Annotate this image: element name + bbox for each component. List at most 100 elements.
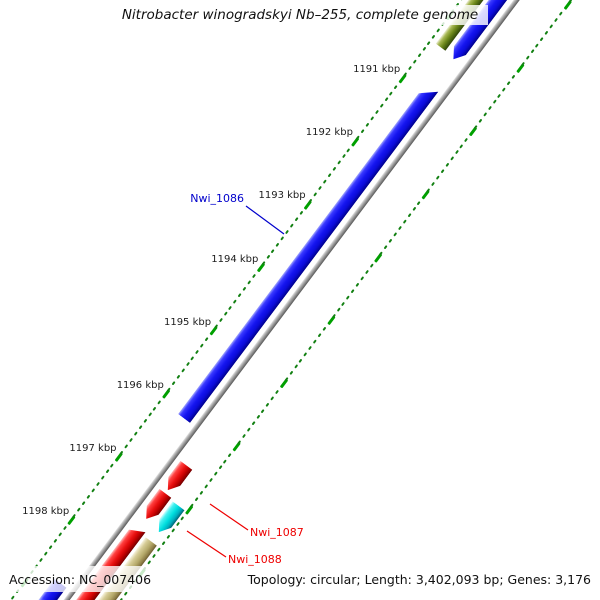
leader-line-nwi-1086 [245, 205, 285, 235]
minor-tick [247, 280, 252, 285]
minor-tick [265, 402, 270, 407]
minor-tick [497, 93, 502, 98]
minor-tick [331, 313, 336, 319]
minor-tick [251, 421, 256, 426]
ruler-label-1193-kbp: 1193 kbp [258, 190, 306, 202]
minor-tick [265, 254, 271, 260]
status-topology: Topology: circular; Length: 3,402,093 bp… [247, 571, 591, 587]
minor-tick [393, 84, 398, 90]
minor-tick [133, 431, 138, 437]
minor-tick [436, 27, 441, 33]
minor-tick [534, 42, 540, 48]
minor-tick [317, 332, 322, 338]
minor-tick [280, 235, 285, 241]
minor-tick [459, 143, 464, 149]
minor-tick [213, 471, 218, 477]
minor-tick [336, 307, 341, 313]
minor-tick [203, 484, 209, 489]
minor-tick [544, 30, 549, 35]
minor-tick [412, 59, 417, 65]
minor-tick [322, 179, 328, 184]
minor-tick [341, 301, 346, 307]
minor-tick [317, 185, 323, 191]
minor-tick [86, 494, 91, 500]
minor-tick [166, 387, 171, 392]
page-title: Nitrobacter winogradskyi Nb–255, complet… [111, 5, 489, 25]
minor-tick [151, 553, 157, 559]
minor-tick [274, 389, 280, 395]
minor-tick [303, 351, 308, 357]
minor-tick [355, 282, 360, 288]
minor-tick [81, 500, 86, 506]
minor-tick [403, 72, 408, 77]
minor-tick [157, 399, 162, 405]
status-bar: Accession: NC_007406 Topology: circular;… [0, 566, 600, 592]
minor-tick [506, 80, 511, 86]
minor-tick [417, 53, 422, 58]
minor-tick [48, 544, 53, 550]
minor-tick [194, 496, 199, 502]
minor-tick [416, 200, 422, 206]
minor-tick [492, 99, 497, 105]
minor-tick [156, 547, 161, 552]
minor-tick [237, 440, 242, 445]
minor-tick [180, 515, 185, 521]
minor-tick [284, 229, 290, 235]
gene-label-nwi-1087[interactable]: Nwi_1087 [250, 526, 304, 539]
ruler-label-1195-kbp: 1195 kbp [163, 316, 212, 328]
title-bar: Nitrobacter winogradskyi Nb–255, complet… [0, 4, 600, 25]
minor-tick [293, 364, 299, 370]
minor-tick [360, 128, 365, 134]
minor-tick [213, 324, 219, 329]
minor-tick [384, 97, 389, 102]
minor-tick [426, 40, 432, 46]
ruler-label-1197-kbp: 1197 kbp [69, 442, 117, 454]
minor-tick [170, 528, 176, 533]
minor-tick [72, 513, 77, 518]
minor-tick [383, 244, 388, 250]
minor-tick [39, 557, 44, 563]
status-accession: Accession: NC_007406 [9, 571, 152, 587]
gene-label-nwi-1086[interactable]: Nwi_1086 [190, 192, 244, 205]
minor-tick [359, 276, 365, 281]
minor-tick [478, 118, 483, 124]
minor-tick [440, 168, 445, 174]
minor-tick [289, 223, 294, 228]
minor-tick [539, 36, 544, 42]
minor-tick [228, 305, 233, 310]
minor-tick [175, 522, 180, 527]
minor-tick [105, 469, 110, 474]
minor-tick [289, 370, 294, 376]
minor-tick [152, 406, 157, 411]
minor-tick [275, 242, 280, 247]
minor-tick [138, 425, 143, 430]
minor-tick [312, 339, 318, 344]
minor-tick [332, 166, 337, 172]
ruler-label-1191-kbp: 1191 kbp [353, 64, 401, 76]
gene-label-nwi-1088[interactable]: Nwi_1088 [228, 553, 282, 566]
minor-tick [407, 213, 412, 218]
minor-tick [246, 427, 251, 433]
minor-tick [100, 475, 105, 481]
minor-tick [487, 105, 492, 111]
minor-tick [473, 124, 478, 130]
minor-tick [242, 286, 247, 292]
leader-line-nwi-1088 [186, 530, 227, 558]
minor-tick [525, 55, 530, 61]
minor-tick [91, 488, 96, 493]
minor-tick [520, 61, 526, 67]
minor-tick [176, 374, 181, 380]
minor-tick [530, 49, 535, 54]
minor-tick [388, 238, 393, 243]
minor-tick [227, 452, 232, 458]
minor-tick [270, 248, 275, 254]
minor-tick [365, 122, 370, 128]
minor-tick [185, 362, 190, 367]
minor-tick [308, 198, 313, 203]
minor-tick [222, 458, 228, 464]
minor-tick [322, 326, 327, 332]
minor-tick [195, 349, 200, 355]
minor-tick [421, 46, 427, 52]
minor-tick [251, 273, 257, 279]
